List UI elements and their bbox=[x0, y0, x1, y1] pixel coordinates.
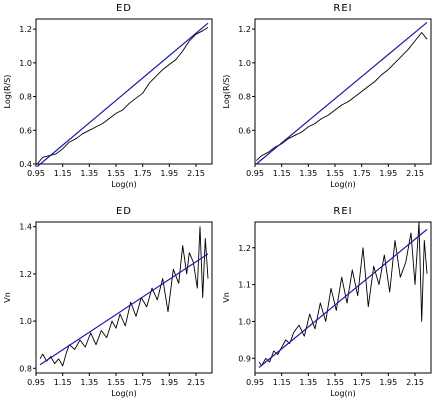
y-tick-label: 1.2 bbox=[238, 25, 251, 34]
y-tick-label: 1.0 bbox=[238, 59, 251, 68]
x-tick-label: 1.55 bbox=[107, 169, 125, 178]
y-tick-label: 1.0 bbox=[19, 59, 32, 68]
x-axis-label: Log(n) bbox=[330, 180, 356, 189]
y-tick-label: 1.0 bbox=[19, 317, 32, 326]
y-tick-label: 0.8 bbox=[238, 93, 251, 102]
x-tick-label: 1.55 bbox=[326, 169, 344, 178]
x-tick-label: 1.75 bbox=[134, 378, 152, 387]
x-tick-label: 1.15 bbox=[54, 378, 72, 387]
x-tick-label: 1.75 bbox=[134, 169, 152, 178]
x-tick-label: 1.95 bbox=[379, 169, 397, 178]
y-tick-label: 1.0 bbox=[238, 317, 251, 326]
y-tick-label: 0.8 bbox=[19, 93, 32, 102]
y-tick-label: 1.2 bbox=[19, 25, 32, 34]
y-tick-label: 1.2 bbox=[19, 270, 32, 279]
chart-title: ED bbox=[116, 206, 132, 217]
x-tick-label: 1.15 bbox=[273, 169, 291, 178]
x-tick-label: 2.15 bbox=[406, 169, 424, 178]
plot-frame bbox=[35, 18, 213, 165]
y-tick-label: 0.6 bbox=[19, 126, 32, 135]
x-tick-label: 2.15 bbox=[406, 378, 424, 387]
x-axis-label: Log(n) bbox=[111, 180, 137, 189]
fit-line bbox=[36, 22, 209, 167]
chart-title: ED bbox=[116, 3, 132, 14]
x-tick-label: 1.95 bbox=[160, 378, 178, 387]
ed-rs-panel: ED 0.95 1.15 1.35 1.55 1.75 1.95 2.15 0.4 0.6 0.8 1… bbox=[3, 3, 213, 189]
rei-vn-panel: REI 0.95 1.15 1.35 1.55 1.75 1.95 2.15 0.9 1.0 1.1… bbox=[222, 206, 432, 398]
x-tick-label: 2.15 bbox=[187, 169, 205, 178]
y-axis-label: Log(R/S) bbox=[3, 75, 12, 109]
x-tick-label: 1.95 bbox=[160, 169, 178, 178]
y-tick-label: 0.4 bbox=[19, 160, 32, 169]
y-tick-label: 0.6 bbox=[238, 126, 251, 135]
chart-title: REI bbox=[333, 3, 352, 14]
fit-line bbox=[39, 253, 209, 366]
data-series-line bbox=[255, 32, 428, 161]
x-axis-label: Log(n) bbox=[111, 389, 137, 398]
data-series-line bbox=[258, 221, 428, 367]
x-tick-label: 1.35 bbox=[80, 378, 98, 387]
x-tick-label: 1.15 bbox=[273, 378, 291, 387]
fit-line bbox=[258, 228, 428, 368]
x-tick-label: 1.75 bbox=[353, 378, 371, 387]
y-tick-label: 1.2 bbox=[238, 244, 251, 253]
rei-rs-panel: REI 0.95 1.15 1.35 1.55 1.75 1.95 2.15 0.6 0.8 1.0… bbox=[222, 3, 432, 189]
chart-title: REI bbox=[333, 206, 352, 217]
y-axis-label: Vn bbox=[3, 292, 12, 303]
x-tick-label: 0.95 bbox=[246, 378, 264, 387]
y-axis-label: Vn bbox=[222, 292, 231, 303]
x-axis-label: Log(n) bbox=[330, 389, 356, 398]
y-tick-label: 0.9 bbox=[238, 354, 251, 363]
data-series-line bbox=[39, 226, 209, 367]
y-axis-label: Log(R/S) bbox=[222, 75, 231, 109]
y-tick-label: 0.8 bbox=[19, 364, 32, 373]
x-tick-label: 1.35 bbox=[80, 169, 98, 178]
y-tick-label: 1.1 bbox=[238, 281, 251, 290]
x-tick-label: 1.35 bbox=[299, 378, 317, 387]
x-tick-label: 1.75 bbox=[353, 169, 371, 178]
x-tick-label: 0.95 bbox=[27, 169, 45, 178]
data-series-line bbox=[36, 27, 209, 165]
x-tick-label: 1.95 bbox=[379, 378, 397, 387]
fit-line bbox=[255, 21, 428, 165]
x-tick-label: 0.95 bbox=[246, 169, 264, 178]
x-tick-label: 1.15 bbox=[54, 169, 72, 178]
x-tick-label: 1.55 bbox=[107, 378, 125, 387]
x-tick-label: 1.35 bbox=[299, 169, 317, 178]
y-tick-label: 1.4 bbox=[19, 223, 32, 232]
x-tick-label: 0.95 bbox=[27, 378, 45, 387]
x-tick-label: 2.15 bbox=[187, 378, 205, 387]
plot-frame bbox=[254, 221, 432, 374]
ed-vn-panel: ED 0.95 1.15 1.35 1.55 1.75 1.95 2.15 0.8 1.0 1.2 1… bbox=[3, 206, 213, 398]
x-tick-label: 1.55 bbox=[326, 378, 344, 387]
